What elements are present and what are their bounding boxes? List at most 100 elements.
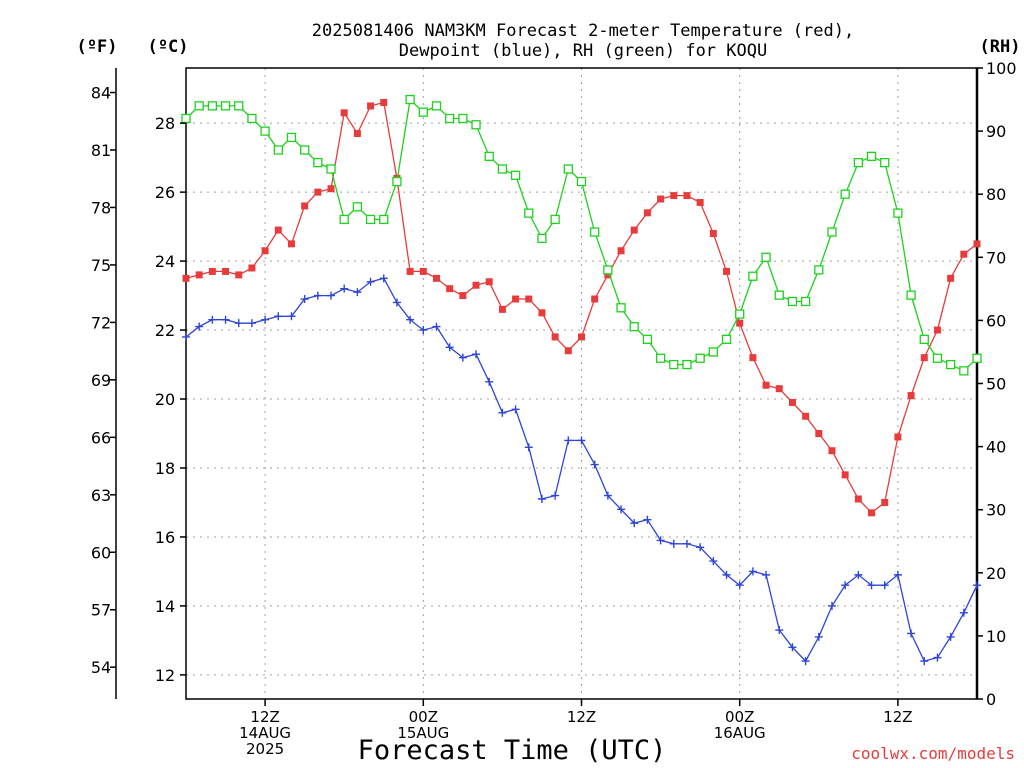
temperature-point [683, 192, 691, 200]
rh-point [682, 359, 692, 370]
dewpoint-point [669, 539, 678, 548]
x-axis-label: Forecast Time (UTC) [358, 735, 667, 766]
temperature-point [696, 198, 704, 206]
data-series [181, 94, 982, 666]
rh-point [234, 101, 244, 111]
fahrenheit-tick-label: 63 [91, 486, 111, 505]
dewpoint-point [709, 557, 718, 566]
rh-point [220, 101, 231, 111]
rh-point [787, 296, 798, 307]
temperature-point [261, 247, 269, 255]
dewpoint-point [313, 291, 322, 300]
dewpoint-point [274, 312, 283, 321]
dewpoint-point [682, 539, 691, 548]
dewpoint-point [406, 315, 415, 324]
celsius-tick-label: 26 [155, 183, 175, 202]
rh-point [590, 227, 600, 237]
temperature-point [762, 381, 770, 389]
celsius-tick-label: 20 [155, 390, 175, 409]
dewpoint-point [801, 657, 810, 666]
rh-point [563, 164, 573, 174]
rh-point [273, 145, 283, 155]
temperature-point [512, 295, 520, 303]
dewpoint-point [221, 315, 230, 324]
dewpoint-point [182, 332, 190, 341]
dewpoint-point [959, 608, 968, 617]
rh-point [748, 271, 758, 281]
temperature-point [960, 250, 968, 258]
temperature-point [854, 495, 862, 503]
rh-tick-label: 20 [986, 564, 1006, 583]
dewpoint-point [603, 491, 612, 500]
rh-point [365, 214, 376, 225]
temperature-point [828, 447, 836, 455]
rh-point [603, 265, 613, 275]
dewpoint-point [458, 353, 467, 362]
dewpoint-point [551, 491, 560, 500]
rh-point [695, 353, 705, 363]
temperature-point [314, 188, 322, 196]
tick-labels: 54 57 60 63 66 69 72 75 78 81 84 12 14 16 18 20 22 24 26 28… [91, 59, 1017, 758]
rh-point [445, 113, 455, 124]
dewpoint-point [419, 326, 428, 335]
rh-point [286, 132, 297, 143]
rh-point [471, 120, 481, 130]
rh-point [932, 353, 943, 363]
rh-point [919, 334, 929, 344]
dewpoint-point [933, 653, 942, 662]
rh-point [537, 233, 547, 244]
x-tick-label: 16AUG [714, 724, 766, 742]
x-tick-label: 00Z [725, 708, 754, 726]
rh-point [774, 290, 784, 300]
temperature-point [788, 398, 796, 406]
x-tick-label: 15AUG [397, 724, 449, 742]
dewpoint-point [880, 581, 889, 590]
fahrenheit-tick-label: 75 [91, 256, 111, 275]
temperature-point [551, 333, 559, 341]
dewpoint-point [445, 343, 454, 352]
rh-point [669, 359, 679, 370]
temperature-point [630, 226, 638, 234]
rh-point [735, 309, 745, 319]
rh-point [510, 170, 521, 180]
temperature-point [498, 305, 506, 313]
dewpoint-point [814, 632, 823, 641]
temperature-point [709, 230, 717, 238]
celsius-tick-label: 28 [155, 114, 175, 133]
rh-point [576, 176, 587, 187]
credit-text: coolwx.com/models [851, 744, 1015, 763]
dewpoint-point [920, 657, 929, 666]
celsius-tick-label: 18 [155, 459, 175, 478]
dewpoint-point [366, 277, 375, 286]
temperature-point [907, 392, 915, 400]
temperature-point [446, 285, 454, 293]
rh-point [524, 208, 534, 218]
rh-point [352, 202, 363, 212]
temperature-point [591, 295, 599, 303]
dewpoint-point [788, 643, 797, 652]
x-tick-label: 2025 [246, 740, 284, 758]
temperature-point [894, 433, 902, 441]
rh-tick-label: 90 [986, 122, 1006, 141]
dewpoint-point [735, 581, 744, 590]
rh-tick-label: 50 [986, 375, 1006, 394]
temperature-point [881, 498, 889, 506]
temperature-point [643, 209, 651, 217]
temperature-point [657, 195, 665, 203]
rh-point [814, 265, 824, 275]
rh-point [550, 214, 560, 225]
temperature-point [578, 333, 585, 341]
dewpoint-point [617, 505, 626, 514]
temperature-point [353, 130, 361, 138]
temperature-point [301, 202, 309, 210]
rh-point [207, 101, 218, 111]
temperature-point [617, 247, 625, 255]
temperature-point [485, 278, 493, 286]
temperature-point [274, 226, 282, 234]
rh-point [906, 290, 916, 300]
x-tick-label: 12Z [567, 708, 596, 726]
rh-point [405, 94, 415, 105]
dewpoint-point [379, 274, 388, 283]
dewpoint-point [485, 377, 494, 386]
